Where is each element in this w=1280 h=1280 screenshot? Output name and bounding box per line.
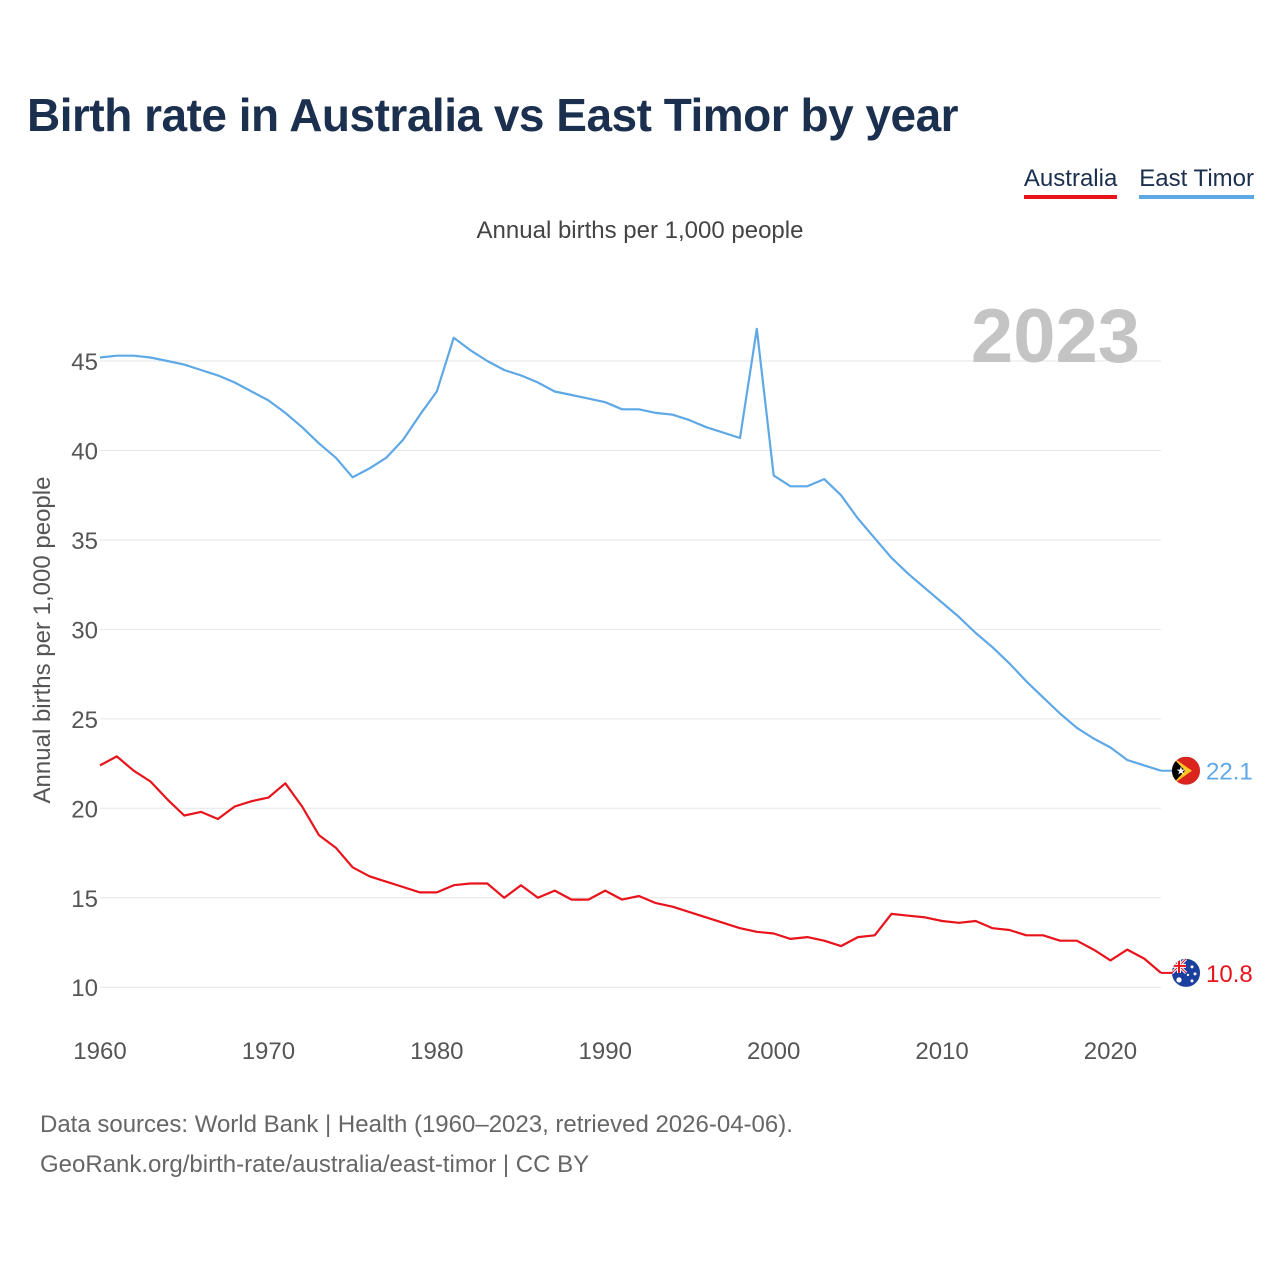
x-tick-labels: 1960 1970 1980 1990 2000 2010 2020	[73, 1038, 1137, 1065]
y-tick-10: 10	[71, 975, 98, 1002]
x-tick-2000: 2000	[747, 1038, 800, 1065]
y-tick-15: 15	[71, 886, 98, 913]
series-line-australia	[99, 755, 1162, 974]
x-tick-1960: 1960	[73, 1038, 126, 1065]
end-label-australia: 10.8	[1206, 961, 1253, 988]
y-tick-45: 45	[71, 349, 98, 376]
y-tick-labels: 10 15 20 25 30 35 40 45	[71, 349, 98, 1002]
chart-subtitle: Annual births per 1,000 people	[476, 217, 804, 244]
grid-lines	[100, 360, 1161, 988]
x-tick-1970: 1970	[242, 1038, 295, 1065]
source-line-data: Data sources: World Bank | Health (1960–…	[40, 1111, 793, 1138]
x-tick-1990: 1990	[579, 1038, 632, 1065]
x-tick-2020: 2020	[1084, 1038, 1137, 1065]
australia-flag-icon	[1171, 958, 1201, 988]
end-flags: 10.8 ★ 22.1	[1171, 756, 1253, 988]
y-tick-20: 20	[71, 796, 98, 823]
svg-text:★: ★	[1176, 765, 1186, 778]
y-tick-35: 35	[71, 528, 98, 555]
legend-item-east-timor[interactable]: East Timor	[1139, 165, 1254, 199]
series-lines	[99, 327, 1172, 974]
year-watermark: 2023	[971, 294, 1140, 379]
x-tick-1980: 1980	[410, 1038, 463, 1065]
series-line-east-timor	[99, 327, 1162, 772]
end-label-east-timor: 22.1	[1206, 759, 1253, 786]
source-line-url[interactable]: GeoRank.org/birth-rate/australia/east-ti…	[40, 1151, 590, 1178]
y-axis-label: Annual births per 1,000 people	[29, 477, 56, 804]
chart-title: Birth rate in Australia vs East Timor by…	[27, 89, 959, 141]
source-note: Data sources: World Bank | Health (1960–…	[40, 1105, 793, 1185]
x-tick-2010: 2010	[915, 1038, 968, 1065]
legend: Australia East Timor	[1023, 165, 1254, 199]
y-tick-30: 30	[71, 617, 98, 644]
east-timor-flag-icon: ★	[1171, 756, 1201, 786]
y-tick-40: 40	[71, 438, 98, 465]
y-tick-25: 25	[71, 707, 98, 734]
legend-item-australia[interactable]: Australia	[1023, 165, 1118, 199]
